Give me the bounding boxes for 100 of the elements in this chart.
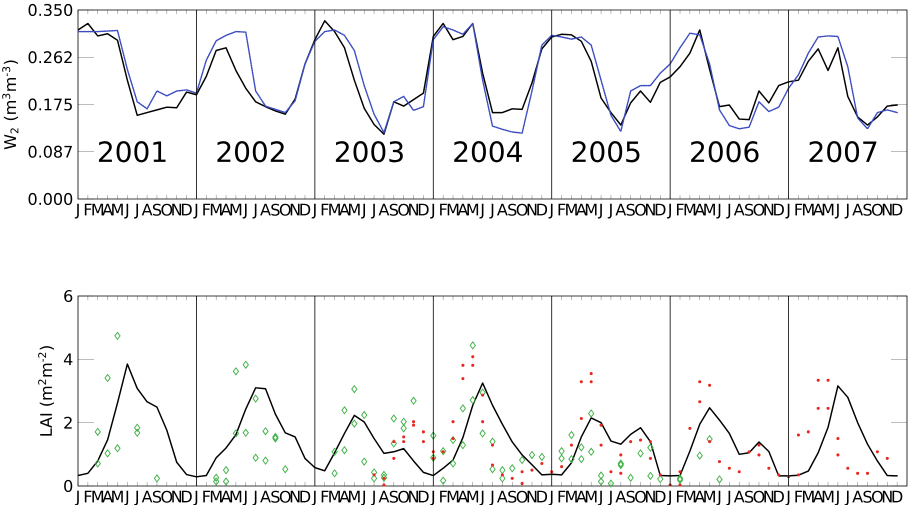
- x-tick-label: M: [349, 490, 360, 502]
- y-tick-label: 0: [64, 480, 72, 492]
- x-tick-label: O: [161, 204, 172, 216]
- x-tick-label: A: [852, 490, 863, 502]
- x-tick-label: J: [608, 204, 612, 219]
- x-tick-label: F: [795, 204, 802, 216]
- x-tick-label: O: [398, 204, 410, 216]
- x-tick-label: A: [142, 490, 152, 502]
- x-tick-label: A: [339, 204, 350, 216]
- y-tick-label: 0.000: [28, 192, 72, 206]
- x-tick-label: O: [280, 490, 291, 503]
- x-tick-label: F: [84, 490, 92, 502]
- annotation: 2003: [336, 141, 403, 162]
- x-tick-label: O: [280, 204, 291, 216]
- x-tick-label: D: [182, 490, 192, 502]
- x-tick-label: O: [635, 204, 646, 216]
- x-tick-label: S: [626, 204, 635, 216]
- x-tick-label: M: [230, 490, 242, 502]
- x-tick-label: S: [508, 204, 516, 216]
- x-tick-label: S: [745, 204, 754, 216]
- x-tick-label: M: [467, 204, 478, 216]
- y-tick-label: 0.262: [28, 51, 72, 64]
- x-tick-label: M: [210, 204, 222, 216]
- x-tick-label: J: [193, 204, 198, 219]
- x-tick-label: A: [615, 204, 626, 216]
- x-tick-label: N: [290, 490, 300, 502]
- x-tick-label: M: [684, 490, 696, 502]
- x-tick-label: N: [409, 204, 418, 216]
- x-tick-label: A: [220, 490, 232, 502]
- x-tick-label: F: [322, 490, 328, 502]
- x-tick-label: O: [635, 490, 646, 503]
- x-tick-label: M: [802, 490, 814, 502]
- x-tick-label: M: [566, 204, 577, 216]
- x-tick-label: N: [409, 490, 418, 502]
- x-tick-label: F: [440, 490, 447, 502]
- x-tick-label: M: [448, 204, 458, 216]
- x-tick-label: N: [764, 204, 774, 216]
- x-tick-label: M: [586, 204, 597, 216]
- x-tick-label: A: [378, 204, 390, 216]
- x-tick-label: J: [716, 204, 720, 219]
- x-tick-label: J: [489, 204, 494, 219]
- x-tick-label: M: [467, 490, 478, 502]
- x-tick-label: S: [390, 490, 398, 503]
- x-tick-label: S: [745, 490, 754, 503]
- x-tick-label: J: [242, 204, 247, 219]
- x-tick-label: J: [361, 204, 366, 219]
- x-tick-label: D: [656, 204, 666, 216]
- x-tick-label: N: [882, 204, 892, 216]
- x-tick-label: S: [152, 490, 162, 503]
- x-tick-label: A: [694, 204, 706, 216]
- x-tick-label: M: [329, 204, 340, 216]
- y-tick-label: 6: [64, 290, 72, 302]
- x-tick-label: M: [112, 490, 123, 502]
- x-tick-label: M: [92, 204, 104, 216]
- y-axis-title: LAI (m$^{2}$m$^{-2}$): [38, 346, 54, 436]
- x-tick-label: D: [300, 490, 310, 502]
- x-tick-label: S: [508, 490, 516, 503]
- x-tick-label: N: [646, 204, 655, 216]
- x-tick-label: J: [252, 204, 256, 219]
- x-tick-label: A: [852, 204, 863, 216]
- x-tick-label: D: [182, 204, 192, 216]
- x-tick-label: F: [558, 204, 566, 216]
- x-tick-label: A: [102, 490, 113, 502]
- x-tick-label: F: [84, 204, 92, 216]
- x-tick-label: O: [872, 204, 883, 216]
- x-tick-label: M: [349, 204, 360, 216]
- x-tick-label: M: [822, 204, 834, 216]
- x-tick-label: D: [656, 490, 666, 502]
- y-tick-label: 4: [64, 353, 72, 366]
- x-tick-label: A: [576, 490, 587, 502]
- x-tick-label: D: [892, 490, 902, 502]
- x-tick-label: M: [230, 204, 242, 216]
- x-tick-label: F: [322, 204, 328, 216]
- x-tick-label: J: [666, 204, 671, 219]
- x-tick-label: J: [834, 204, 839, 219]
- x-tick-label: A: [378, 490, 390, 502]
- x-tick-label: A: [734, 204, 745, 216]
- x-tick-label: A: [694, 490, 706, 502]
- x-tick-label: J: [785, 204, 790, 219]
- y-tick-label: 0.175: [28, 98, 72, 111]
- x-tick-label: J: [726, 204, 730, 219]
- x-tick-label: M: [112, 204, 123, 216]
- x-tick-label: D: [418, 204, 429, 216]
- annotation: 2007: [810, 141, 876, 162]
- x-tick-label: M: [822, 490, 834, 502]
- x-tick-label: M: [566, 490, 577, 502]
- annotation: 2004: [454, 141, 522, 162]
- x-tick-label: S: [271, 490, 280, 503]
- x-tick-label: F: [203, 490, 210, 502]
- x-tick-label: N: [882, 490, 892, 502]
- x-tick-label: J: [74, 204, 79, 219]
- x-tick-label: S: [271, 204, 280, 216]
- x-tick-label: D: [418, 490, 429, 502]
- x-tick-label: F: [203, 204, 210, 216]
- annotation: 2005: [572, 141, 640, 162]
- annotation: 2002: [217, 141, 284, 162]
- x-tick-label: O: [516, 490, 528, 503]
- x-tick-label: J: [370, 204, 375, 219]
- x-tick-label: M: [586, 490, 597, 502]
- x-tick-label: A: [339, 490, 350, 502]
